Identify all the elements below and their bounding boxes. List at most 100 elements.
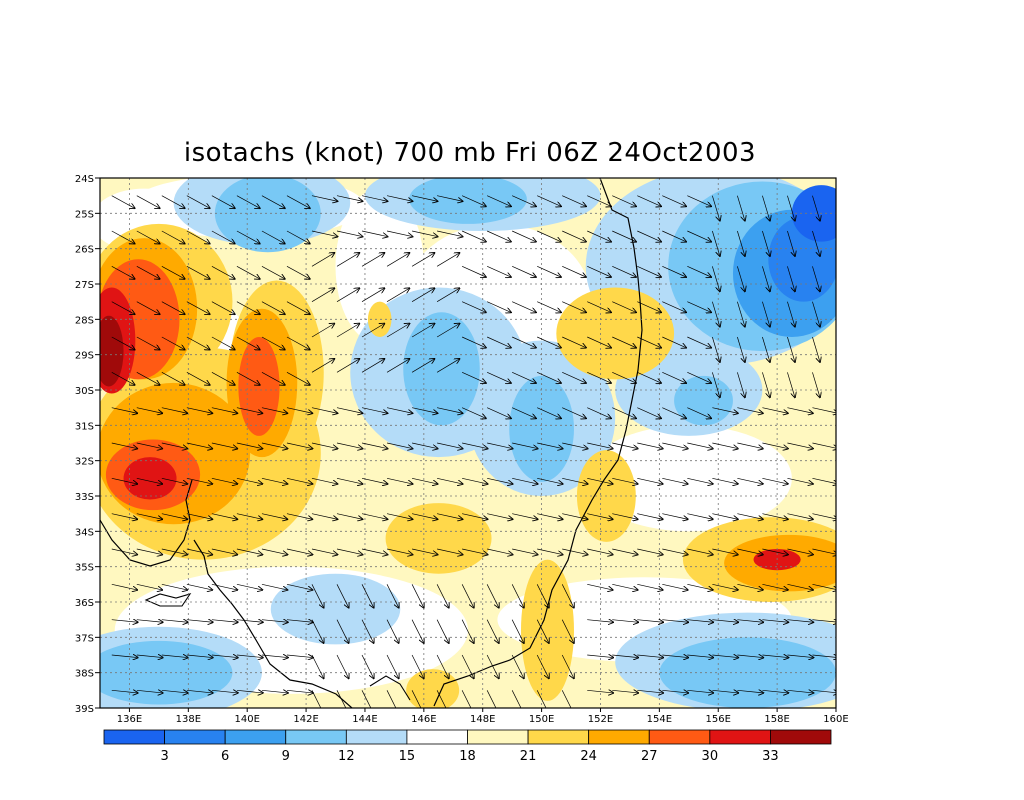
wind-arrow-174 (111, 407, 137, 414)
wind-arrow-23 (687, 195, 711, 207)
colorbar-label-9: 9 (282, 749, 290, 764)
lon-label-148E: 148E (470, 714, 495, 725)
lon-label-156E: 156E (706, 714, 731, 725)
wind-arrow-282 (637, 513, 662, 520)
wind-arrow-400 (687, 655, 713, 658)
wind-arrow-26 (762, 195, 769, 221)
wind-arrow-80 (662, 266, 686, 277)
wind-arrow-71 (436, 253, 459, 267)
lon-label-158E: 158E (764, 714, 789, 725)
wind-arrow-42 (437, 230, 462, 237)
wind-arrow-66 (311, 253, 334, 267)
wind-arrow-297 (286, 548, 312, 555)
wind-arrow-248 (512, 477, 537, 484)
wind-arrow-293 (186, 548, 212, 555)
wind-arrow-315 (737, 548, 762, 555)
wind-arrow-64 (261, 266, 285, 279)
wind-arrow-225 (662, 442, 687, 449)
wind-arrow-247 (487, 477, 512, 484)
wind-arrow-54 (737, 230, 744, 256)
wind-arrow-377 (111, 655, 138, 658)
wind-arrow-212 (336, 442, 362, 449)
wind-arrow-370 (662, 620, 688, 623)
wind-arrow-132 (512, 336, 536, 348)
wind-arrow-338 (587, 583, 612, 590)
wind-arrow-148 (186, 372, 210, 385)
wind-arrow-321 (161, 583, 187, 590)
wind-arrow-414 (311, 690, 324, 708)
wind-arrow-102 (486, 301, 511, 313)
wind-arrow-360 (411, 619, 424, 643)
wind-arrow-82 (712, 266, 719, 291)
colorbar-swatch-2 (224, 729, 287, 745)
wind-arrow-392 (486, 654, 499, 678)
colorbar-swatch-9 (648, 729, 711, 745)
wind-arrow-359 (386, 619, 399, 643)
wind-arrow-55 (762, 230, 769, 256)
lat-label-30S: 30S (75, 386, 94, 397)
wind-arrow-296 (261, 548, 287, 555)
colorbar-swatch-8 (588, 729, 650, 745)
wind-arrow-130 (461, 336, 486, 348)
wind-arrow-221 (562, 442, 587, 449)
wind-arrow-150 (236, 372, 260, 385)
wind-arrow-407 (136, 690, 163, 693)
wind-arrow-388 (386, 654, 399, 678)
wind-arrow-136 (612, 336, 636, 348)
wind-arrow-289 (812, 513, 836, 520)
wind-arrow-432 (762, 690, 788, 693)
wind-arrow-306 (512, 548, 537, 555)
wind-arrow-287 (762, 513, 787, 520)
wind-arrow-257 (737, 477, 762, 484)
wind-arrow-63 (236, 266, 260, 279)
wind-arrow-353 (236, 620, 263, 623)
wind-arrow-196 (662, 407, 686, 419)
wind-arrow-399 (662, 655, 688, 658)
wind-arrow-85 (787, 266, 794, 291)
lon-label-154E: 154E (647, 714, 672, 725)
wind-arrow-169 (712, 372, 719, 397)
wind-arrow-351 (186, 620, 213, 623)
wind-arrow-134 (562, 336, 586, 348)
wind-arrow-395 (561, 654, 574, 678)
wind-arrow-70 (411, 253, 434, 267)
wind-arrow-329 (361, 584, 374, 607)
wind-arrow-362 (461, 619, 474, 643)
wind-arrow-149 (211, 372, 235, 385)
wind-arrow-318 (812, 548, 836, 555)
wind-arrow-288 (787, 513, 812, 520)
wind-arrow-73 (486, 266, 511, 277)
wind-arrow-262 (136, 513, 162, 520)
wind-arrow-311 (637, 548, 662, 555)
wind-arrow-350 (161, 620, 188, 623)
wind-arrow-418 (411, 690, 424, 708)
wind-arrow-251 (587, 477, 612, 484)
wind-arrow-322 (186, 583, 212, 590)
wind-arrow-163 (562, 372, 586, 383)
wind-arrow-222 (587, 442, 612, 449)
wind-arrow-364 (511, 619, 524, 643)
wind-arrow-423 (536, 690, 549, 708)
wind-arrow-59 (136, 266, 160, 279)
wind-arrow-98 (386, 288, 409, 302)
wind-arrow-243 (386, 477, 412, 484)
wind-arrow-253 (637, 477, 662, 484)
wind-arrow-420 (461, 690, 474, 708)
wind-arrow-183 (336, 407, 362, 414)
wind-arrow-117 (136, 336, 160, 350)
wind-arrow-161 (512, 372, 536, 383)
wind-arrow-276 (487, 513, 512, 520)
wind-arrow-83 (737, 266, 744, 291)
lat-label-35S: 35S (75, 563, 94, 574)
wind-arrow-36 (286, 230, 310, 244)
wind-arrow-199 (737, 407, 762, 414)
wind-arrow-273 (411, 513, 437, 520)
wind-arrow-249 (537, 477, 562, 484)
wind-arrow-29 (111, 230, 135, 244)
wind-arrow-340 (637, 583, 662, 590)
colorbar-label-18: 18 (459, 749, 476, 764)
coastline (100, 178, 643, 708)
wind-arrow-84 (762, 266, 769, 291)
colorbar-label-27: 27 (641, 749, 658, 764)
wind-arrow-103 (512, 301, 536, 313)
